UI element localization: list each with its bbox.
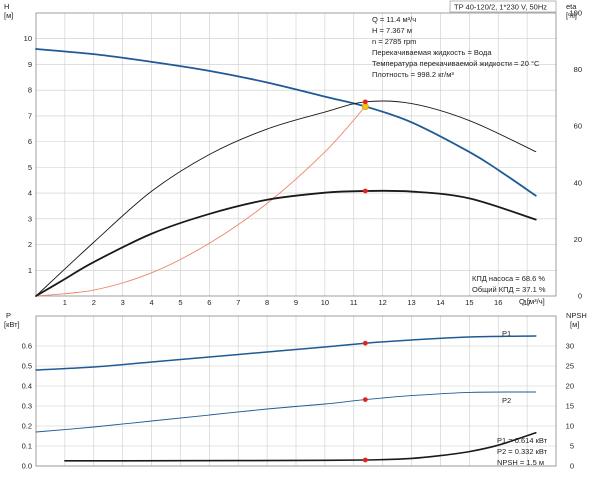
npsh-tick-label: 15 [566, 402, 574, 411]
q-tick-label: 5 [178, 298, 182, 307]
q-tick-label: 15 [465, 298, 473, 307]
eta-axis-title-symbol: eta [566, 2, 577, 11]
npsh-axis-title-unit: [м] [570, 320, 579, 329]
info-q: Q = 11.4 м³/ч [372, 15, 416, 24]
power-grid [36, 316, 556, 467]
q-tick-label: 7 [236, 298, 240, 307]
p-tick-label: 0.5 [22, 362, 32, 371]
p2-curve [35, 391, 537, 433]
h-axis-title-unit: [м] [4, 11, 13, 20]
h-tick-label: 2 [28, 240, 32, 249]
q-tick-label: 10 [321, 298, 329, 307]
info-temperature: Температура перекачиваемой жидкости = 20… [372, 59, 540, 68]
power-marker [362, 457, 368, 463]
p-tick-label: 0.3 [22, 402, 32, 411]
npsh-curve [64, 432, 537, 462]
info-total-efficiency: Общий КПД = 37.1 % [472, 285, 546, 294]
power-marker [362, 340, 368, 346]
npsh-tick-label: 20 [566, 382, 574, 391]
q-axis-title: Q [м³/ч] [519, 297, 545, 306]
h-tick-label: 7 [28, 111, 32, 120]
p-axis-title-symbol: P [6, 311, 11, 320]
info-n: n = 2785 rpm [372, 37, 416, 46]
eta-tick-label: 20 [574, 235, 582, 244]
npsh-tick-label: 30 [566, 342, 574, 351]
pump-title-box [449, 0, 557, 13]
p-tick-label: 0.4 [22, 382, 32, 391]
info-p2: P2 = 0.332 кВт [497, 447, 548, 456]
power-marker [362, 397, 368, 402]
efficiency-marker [362, 188, 368, 194]
h-tick-label: 8 [28, 86, 32, 95]
h-curve [35, 48, 537, 197]
npsh-tick-label: 0 [570, 462, 574, 471]
p-tick-label: 0.2 [22, 422, 32, 431]
q-tick-label: 11 [350, 298, 358, 307]
info-npsh: NPSH = 1.5 м [497, 458, 544, 467]
head-series [35, 48, 537, 297]
efficiency-marker [362, 99, 368, 105]
h-tick-label: 5 [28, 163, 32, 172]
power-series [35, 335, 537, 462]
q-tick-label: 1 [63, 298, 67, 307]
p1-curve [35, 335, 537, 371]
q-tick-label: 2 [92, 298, 96, 307]
eta-tick-label: 0 [578, 292, 582, 301]
h-tick-label: 6 [28, 137, 32, 146]
h-tick-label: 1 [28, 266, 32, 275]
info-h: H = 7.367 м [372, 26, 412, 35]
q-tick-label: 13 [407, 298, 415, 307]
npsh-tick-label: 5 [570, 442, 574, 451]
pump-title: TP 40-120/2, 1*230 V, 50Hz [454, 3, 547, 12]
operating-point-markers [361, 99, 369, 463]
eta-tick-label: 100 [569, 9, 582, 18]
system-curve [35, 106, 366, 297]
h-tick-label: 9 [28, 60, 32, 69]
info-p1: P1 = 0.614 кВт [497, 436, 548, 445]
eta-tick-label: 80 [574, 65, 582, 74]
pump-efficiency-curve [35, 100, 537, 297]
eta-axis-title-unit: [%] [566, 11, 577, 20]
head-plot-frame [35, 12, 557, 297]
eta-tick-label: 40 [574, 178, 582, 187]
q-tick-label: 3 [121, 298, 125, 307]
q-tick-label: 8 [265, 298, 269, 307]
h-axis-title-symbol: H [4, 2, 9, 11]
q-tick-label: 9 [294, 298, 298, 307]
eta-tick-label: 60 [574, 122, 582, 131]
head-ticks: 1 2 3 4 5 6 7 8 9 10 11 12 13 14 15 16 17123456789100204… [24, 9, 582, 308]
q-tick-label: 17 [523, 298, 531, 307]
h-tick-label: 3 [28, 214, 32, 223]
q-tick-label: 16 [494, 298, 502, 307]
power-ticks: 0.0 0.1 0.2 0.3 0.4 0.5 0.6 0 5 10 15 20 25 30 [22, 342, 574, 471]
npsh-tick-label: 10 [566, 422, 574, 431]
power-plot-frame [35, 315, 557, 467]
h-tick-label: 10 [24, 34, 32, 43]
q-tick-label: 12 [378, 298, 386, 307]
p-tick-label: 0.0 [22, 462, 32, 471]
npsh-tick-label: 25 [566, 362, 574, 371]
info-liquid: Перекачиваемая жидкость = Вода [372, 48, 492, 57]
info-pump-efficiency: КПД насоса = 68.6 % [472, 274, 545, 283]
q-tick-label: 6 [207, 298, 211, 307]
p-tick-label: 0.6 [22, 342, 32, 351]
p2-curve-label: P2 [502, 396, 511, 405]
q-tick-label: 14 [436, 298, 444, 307]
npsh-axis-title-symbol: NPSH [566, 311, 587, 320]
info-density: Плотность = 998.2 кг/м³ [372, 70, 454, 79]
p1-curve-label: P1 [502, 329, 511, 338]
h-tick-label: 4 [28, 189, 32, 198]
p-tick-label: 0.1 [22, 442, 32, 451]
p-axis-title-unit: [кВт] [4, 320, 20, 329]
q-tick-label: 4 [149, 298, 153, 307]
total-efficiency-curve [35, 189, 537, 297]
